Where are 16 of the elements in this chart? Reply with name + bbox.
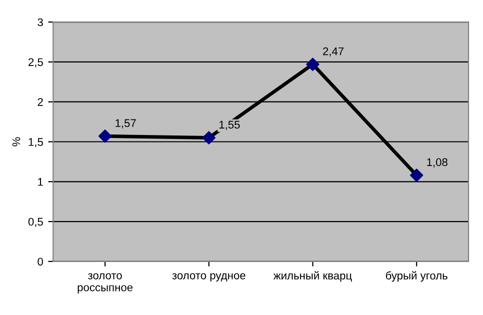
y-tick-label: 1,5 xyxy=(28,138,43,148)
x-tick-label: жильный кварц xyxy=(273,271,352,282)
y-tick-label: 0,5 xyxy=(28,218,43,227)
y-tick-label: 2,5 xyxy=(28,58,43,68)
x-tick-label: золото рудное xyxy=(172,273,246,282)
x-tick-label: золото россыпное xyxy=(78,273,133,294)
y-tick-label: 1 xyxy=(38,178,43,186)
y-axis-title: % xyxy=(12,137,20,146)
data-label: 1,08 xyxy=(427,158,448,168)
y-tick-label: 0 xyxy=(38,258,43,266)
data-label: 1,57 xyxy=(116,119,136,128)
data-label: 2,47 xyxy=(323,47,344,57)
y-tick-label: 3 xyxy=(38,18,43,26)
data-label: 1,55 xyxy=(219,120,240,130)
y-tick-label: 2 xyxy=(38,98,43,106)
x-tick-label: бурый уголь xyxy=(386,271,448,282)
